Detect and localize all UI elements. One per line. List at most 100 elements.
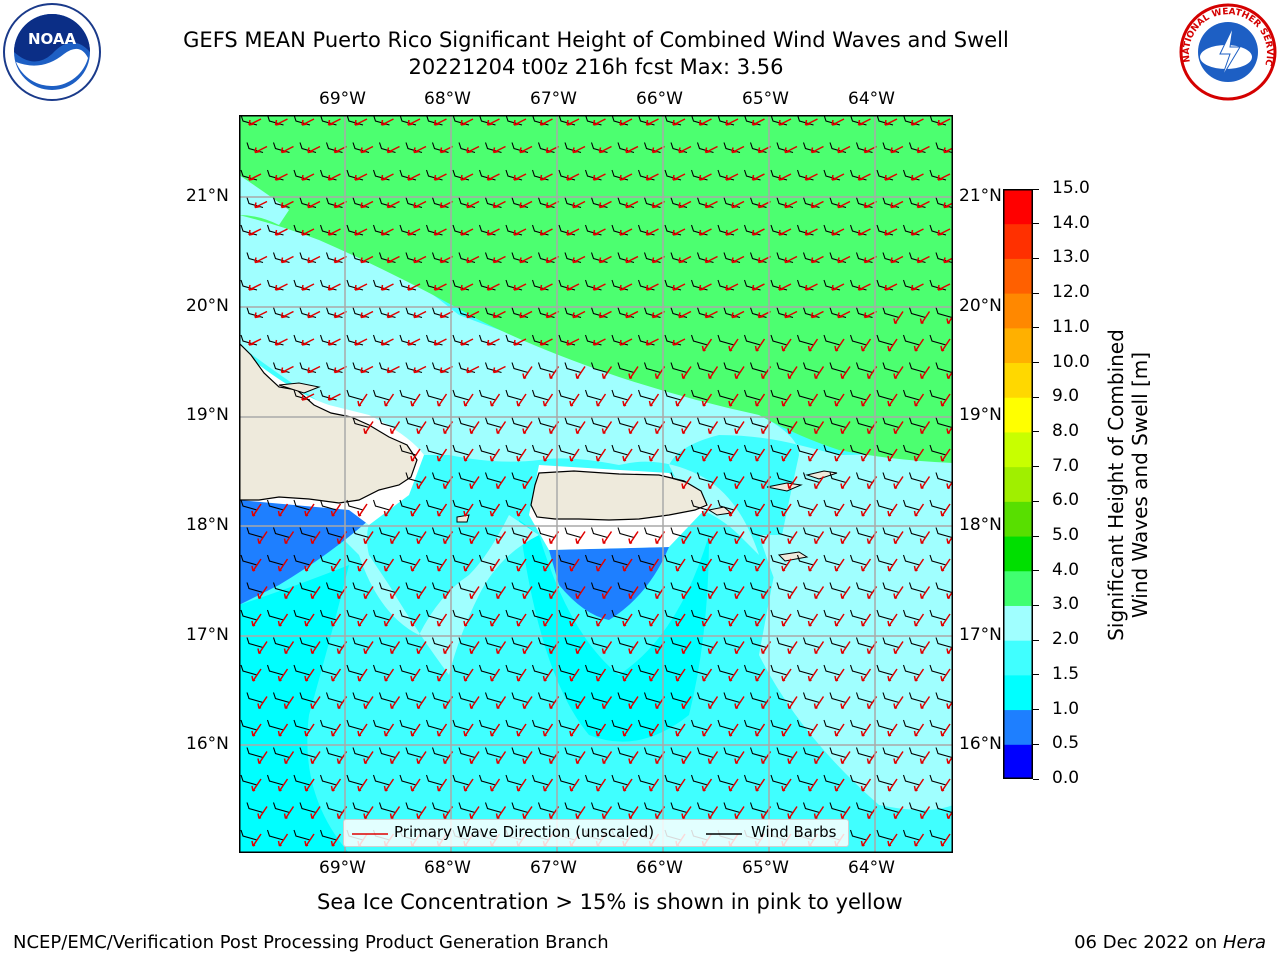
wave-direction-arrow	[469, 531, 480, 545]
wave-direction-arrow	[840, 806, 851, 820]
colorbar-tick-mark	[1033, 466, 1039, 468]
wave-direction-arrow	[619, 228, 633, 236]
colorbar-swatch-14	[1003, 258, 1033, 294]
wind-barb	[537, 417, 555, 429]
primary-wave-legend-line	[352, 833, 388, 835]
wave-direction-arrow	[489, 668, 501, 682]
wave-direction-arrow	[940, 558, 951, 572]
wave-direction-arrow	[681, 586, 692, 600]
wind-barb	[531, 719, 549, 731]
wind-barb	[829, 802, 847, 814]
wave-direction-arrow	[516, 503, 527, 517]
wave-direction-arrow	[433, 118, 447, 126]
wind-barb	[876, 774, 894, 786]
wind-barb	[372, 774, 390, 786]
wind-barb	[908, 692, 926, 704]
colorbar-tick-label: 8.0	[1052, 420, 1080, 441]
wave-direction-arrow	[675, 778, 686, 792]
wave-direction-arrow	[307, 365, 321, 374]
wind-barb	[855, 692, 873, 704]
wave-direction-arrow	[486, 338, 500, 346]
wind-barb	[511, 637, 529, 649]
wave-direction-arrow	[734, 531, 745, 545]
legend-wind-barbs-label: Wind Barbs	[751, 823, 837, 841]
wave-direction-arrow	[940, 833, 951, 847]
wave-direction-arrow	[310, 696, 321, 710]
colorbar-border	[1003, 189, 1033, 779]
wind-barb	[372, 499, 390, 511]
wave-direction-arrow	[410, 448, 421, 462]
wind-barb	[584, 774, 602, 786]
wave-direction-arrow	[913, 448, 925, 462]
wave-direction-arrow	[307, 145, 321, 154]
wind-barb	[590, 747, 608, 759]
wave-direction-arrow	[734, 751, 745, 765]
wave-direction-arrow	[919, 751, 931, 765]
wind-barb	[458, 637, 476, 649]
colorbar-tick-mark	[1033, 327, 1039, 329]
wave-direction-arrow	[354, 118, 368, 126]
wind-barb	[458, 417, 476, 429]
wind-barb	[405, 747, 423, 759]
wind-barb	[617, 692, 635, 704]
wind-barb	[929, 334, 947, 346]
wave-direction-arrow	[940, 613, 951, 627]
wave-direction-arrow	[410, 778, 421, 792]
wave-direction-arrow	[539, 118, 553, 126]
wind-barb	[405, 692, 423, 704]
wave-direction-arrow	[277, 778, 289, 792]
wave-direction-arrow	[804, 283, 818, 291]
wave-direction-arrow	[913, 778, 925, 792]
wind-barb	[584, 664, 602, 676]
wind-barb	[776, 802, 794, 814]
wind-barb	[505, 664, 523, 676]
wave-direction-arrow	[681, 421, 692, 435]
wave-direction-arrow	[754, 778, 766, 792]
wave-direction-arrow	[893, 696, 904, 710]
wind-barb	[935, 307, 953, 319]
wave-direction-arrow	[916, 145, 930, 154]
wind-barb	[431, 417, 449, 429]
wind-barb	[399, 389, 417, 401]
wave-direction-arrow	[919, 476, 931, 490]
wind-barb	[717, 554, 735, 566]
wave-direction-arrow	[622, 393, 633, 407]
wind-barb	[876, 499, 894, 511]
land-hispaniola	[239, 342, 418, 504]
wave-direction-arrow	[413, 255, 427, 264]
wave-direction-arrow	[937, 228, 951, 236]
wave-direction-arrow	[622, 448, 633, 462]
wave-direction-arrow	[645, 173, 659, 181]
wind-barb	[876, 334, 894, 346]
chart-title: GEFS MEAN Puerto Rico Significant Height…	[183, 28, 1009, 52]
wind-barb	[293, 829, 311, 841]
wave-direction-arrow	[834, 558, 845, 572]
wind-barb	[696, 747, 714, 759]
wave-direction-arrow	[701, 723, 713, 737]
wave-direction-arrow	[840, 531, 851, 545]
wave-direction-arrow	[781, 393, 792, 407]
wave-direction-arrow	[522, 531, 533, 545]
wind-barb	[378, 637, 396, 649]
wave-direction-arrow	[386, 145, 400, 154]
wave-direction-arrow	[913, 668, 925, 682]
wave-direction-arrow	[701, 448, 713, 462]
colorbar-swatch-2	[1003, 674, 1033, 711]
wind-barb	[564, 417, 582, 429]
lon-label-top-64w: 64°W	[848, 89, 895, 109]
wave-direction-arrow	[887, 558, 898, 572]
wind-barb	[590, 527, 608, 539]
wind-barb	[829, 362, 847, 374]
wind-barb	[723, 582, 741, 594]
wind-barb	[319, 719, 337, 731]
wave-direction-arrow	[486, 228, 500, 236]
wind-barb	[240, 719, 258, 731]
wind-barb	[511, 747, 529, 759]
wave-direction-arrow	[813, 696, 825, 710]
footer-host: Hera	[1222, 932, 1266, 953]
wind-barb	[325, 582, 343, 594]
wave-direction-arrow	[330, 778, 342, 792]
wind-barb	[478, 609, 496, 621]
wave-direction-arrow	[625, 255, 639, 264]
wave-direction-arrow	[787, 531, 798, 545]
